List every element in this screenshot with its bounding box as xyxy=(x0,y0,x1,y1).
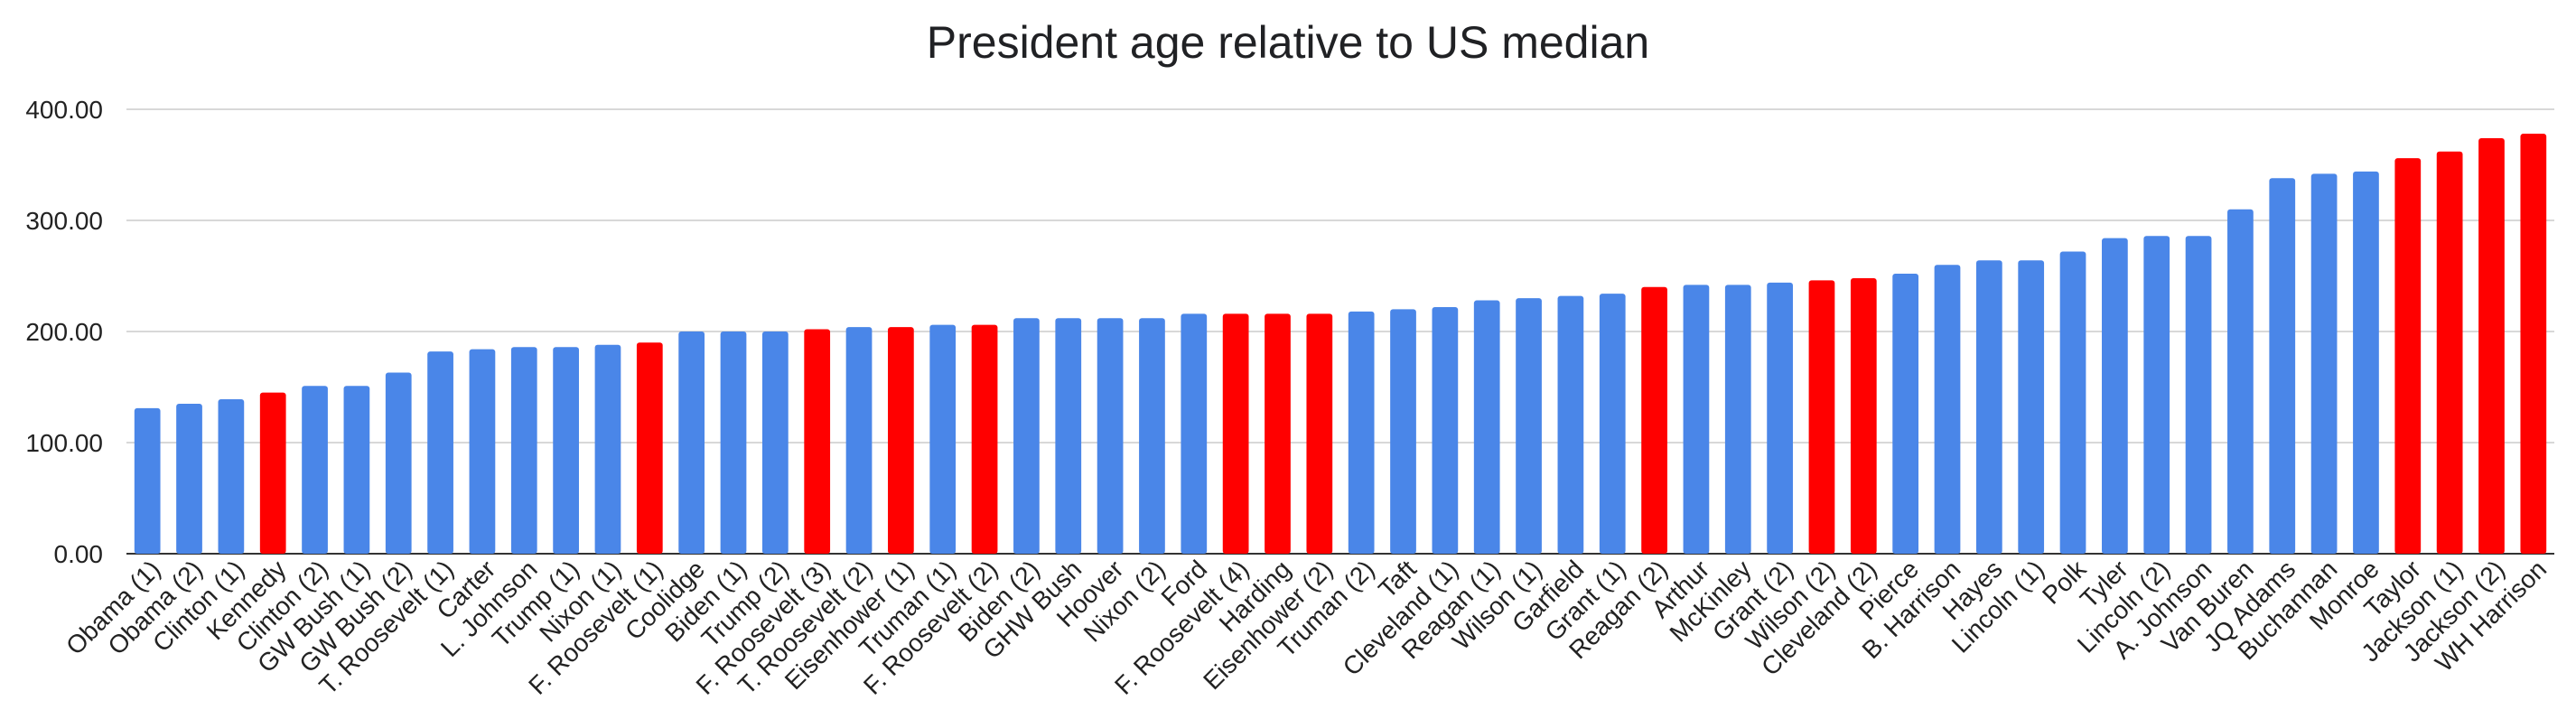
bar: Kennedy: 145 xyxy=(259,392,286,554)
bar: Reagan (2): 240 xyxy=(1641,286,1667,554)
bar: Wilson (1): 230 xyxy=(1516,298,1542,554)
bar: Lincoln (1): 264 xyxy=(2018,260,2045,554)
bar: Trump (1): 186 xyxy=(553,347,579,554)
bar: Hayes: 264 xyxy=(1975,260,2002,554)
bar: Garfield: 232 xyxy=(1557,295,1584,554)
y-tick-label: 300.00 xyxy=(25,207,103,235)
y-tick-label: 100.00 xyxy=(25,429,103,457)
bar: GHW Bush: 212 xyxy=(1055,318,1082,554)
bar: Cleveland (1): 222 xyxy=(1432,306,1459,554)
bar: McKinley: 242 xyxy=(1724,285,1751,554)
bar: Monroe: 344 xyxy=(2353,171,2379,554)
bar: Biden (2): 212 xyxy=(1013,318,1040,554)
bar: Pierce: 252 xyxy=(1892,274,1919,554)
bar: Tyler: 284 xyxy=(2102,238,2128,554)
bar: T. Roosevelt (2): 204 xyxy=(845,327,873,554)
bar: Truman (1): 206 xyxy=(929,324,957,554)
bar: Nixon (2): 212 xyxy=(1139,318,1165,554)
bar: Harding: 216 xyxy=(1265,313,1291,554)
bar: Polk: 272 xyxy=(2059,251,2086,554)
bar: Taylor: 356 xyxy=(2394,158,2422,554)
bar: GW Bush (1): 151 xyxy=(343,386,370,554)
bar: Wilson (2): 246 xyxy=(1808,280,1835,554)
bar: Carter: 184 xyxy=(469,349,496,554)
bar: Jackson (1): 362 xyxy=(2436,151,2463,555)
bar: Trump (2): 200 xyxy=(761,331,789,554)
bar: Clinton (2): 151 xyxy=(302,386,328,554)
bar: Taft: 220 xyxy=(1390,309,1416,554)
bar: F. Roosevelt (2): 206 xyxy=(971,324,998,554)
bar: Cleveland (2): 248 xyxy=(1850,277,1877,554)
bar: T. Roosevelt (1): 182 xyxy=(427,351,453,554)
bar: Lincoln (2): 286 xyxy=(2143,236,2170,554)
bar: Hoover: 212 xyxy=(1097,318,1124,554)
bar: Grant (1): 234 xyxy=(1599,294,1626,554)
bar: Grant (2): 244 xyxy=(1767,282,1793,554)
bar: Eisenhower (2): 216 xyxy=(1306,313,1333,554)
y-tick-label: 200.00 xyxy=(25,318,103,346)
bar: Buchannan: 342 xyxy=(2310,173,2338,554)
bar: L. Johnson: 186 xyxy=(510,347,537,554)
bar: Arthur: 242 xyxy=(1683,285,1710,554)
bar: JQ Adams: 338 xyxy=(2269,178,2296,554)
bar: Obama (2): 135 xyxy=(176,403,202,554)
bar: F. Roosevelt (1): 190 xyxy=(636,342,663,554)
bar: Eisenhower (1): 204 xyxy=(888,327,914,554)
bar: A. Johnson: 286 xyxy=(2185,236,2212,554)
bar: Jackson (2): 374 xyxy=(2478,137,2505,555)
bar: Obama (1): 131 xyxy=(134,407,161,554)
bar: Coolidge: 200 xyxy=(678,331,705,554)
bar: Clinton (1): 139 xyxy=(218,399,245,554)
bar: B. Harrison: 260 xyxy=(1934,265,1961,554)
chart-title: President age relative to US median xyxy=(926,17,1650,68)
bar: F. Roosevelt (4): 216 xyxy=(1222,313,1249,554)
bar: WH Harrison: 378 xyxy=(2520,134,2547,554)
bar: Biden (1): 200 xyxy=(720,331,747,554)
bar: Reagan (1): 228 xyxy=(1473,300,1500,554)
bar: GW Bush (2): 163 xyxy=(385,372,412,554)
bar: F. Roosevelt (3): 202 xyxy=(804,329,831,554)
bar: Truman (2): 218 xyxy=(1348,311,1375,554)
y-tick-label: 0.00 xyxy=(54,540,104,568)
bar: Nixon (1): 188 xyxy=(594,344,621,554)
y-tick-label: 400.00 xyxy=(25,96,103,124)
bar: Van Buren: 310 xyxy=(2227,209,2254,554)
bar: Ford: 216 xyxy=(1181,313,1208,554)
